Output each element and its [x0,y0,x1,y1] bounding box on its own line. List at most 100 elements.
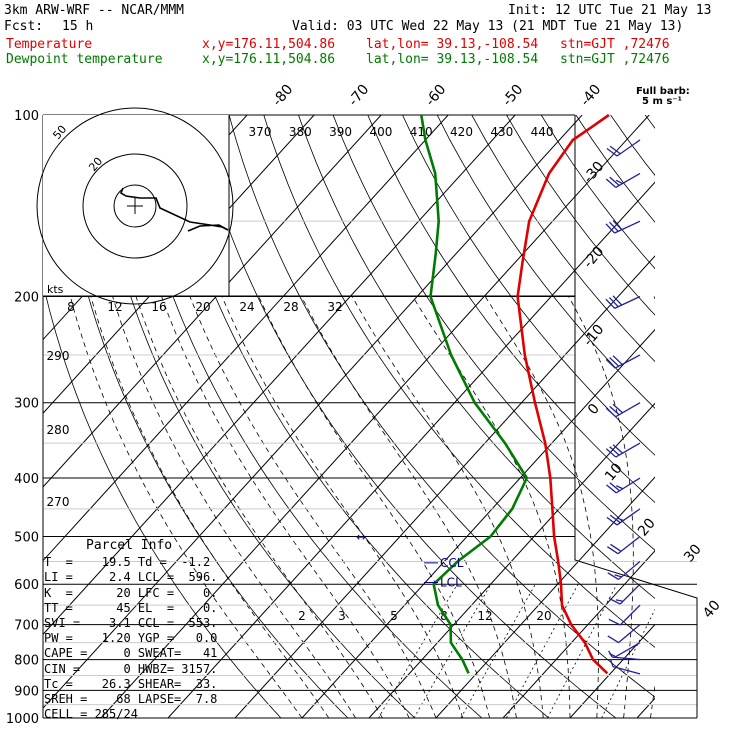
wind-barb-flag [606,484,617,494]
parcel-info-row: CELL = 285/24 [44,707,138,722]
dry-adiabat-line [644,115,655,129]
level-marker-label: CCL [440,556,464,570]
hodograph-ring-inner [113,184,157,228]
temperature-legend-station: stn=GJT ,72476 [560,37,670,52]
wind-barb-staff [618,624,641,644]
model-title: 3km ARW-WRF -- NCAR/MMM [4,3,185,18]
moist-adiabat-line [135,296,383,718]
wind-barb [608,642,641,658]
wind-barb-staff [615,642,641,658]
moist-adiabat-line [677,297,730,719]
pressure-tick-label: 500 [14,530,39,545]
theta-label: 430 [490,125,513,139]
wind-barb-flag [608,597,621,605]
hodograph-speed-tick: 12 [107,300,122,314]
hodograph-ring-outer [82,153,188,259]
parcel-info-row: LI = 2.4 LCL = 596. [44,570,218,585]
theta-label: 440 [531,125,554,139]
temperature-profile-line [516,113,610,675]
wind-barb [608,604,641,626]
wind-barb-staff [617,535,641,555]
hodograph-speed-tick: 16 [151,300,166,314]
wind-barb-staff [615,442,641,458]
mixing-ratio-line [378,583,458,718]
moist-adiabat-line [650,296,655,718]
hodograph-speed-tick: 8 [67,300,75,314]
dry-adiabat-line [367,115,655,503]
theta-label: 420 [450,125,473,139]
mixing-ratio-label: 5 [390,609,398,623]
temperature-legend-latlon: lat,lon= 39.13,-108.54 [366,37,539,52]
wind-barb-flag [605,448,617,458]
isotherm-line [704,115,740,718]
isotherm-line [43,115,449,562]
dewpoint-legend-station: stn=GJT ,72476 [560,52,670,67]
parcel-info-panel: Parcel Info T = 19.5 Td = -1.2 LI = 2.4 L… [44,538,232,722]
wind-barb-flag [605,407,617,418]
wind-barb [608,583,641,605]
wind-barb-staff [618,560,641,580]
pressure-tick-label: 700 [14,619,39,634]
temperature-tick-label: 0 [585,401,603,418]
moist-adiabat-line [161,296,410,718]
wind-barb-flag [609,145,621,155]
wind-barb-flag [607,546,619,555]
wind-barb-flag [615,599,624,602]
forecast-hours: 15 h [62,19,94,34]
dewpoint-legend-name: Dewpoint temperature [6,52,163,67]
hodograph-speed-tick: 32 [327,300,342,314]
isotherm-line [502,550,655,718]
pressure-tick-label: 600 [14,578,39,593]
isotherm-line [43,115,382,488]
dewpoint-legend-xy: x,y=176.11,504.86 [202,52,336,67]
wind-barb-flag [614,574,622,578]
parcel-info-row: CAPE = 0 SWEAT= 41 [44,646,218,661]
wind-barb-staff [619,604,641,626]
temperature-legend-xy: x,y=176.11,504.86 [202,37,336,52]
wind-barb [605,172,641,188]
wind-barb-flag [608,618,621,626]
pressure-tick-label: 100 [14,109,39,124]
theta-left-label: 270 [47,495,70,509]
wind-barb-staff [616,139,641,157]
temperature-legend-name: Temperature [6,37,93,52]
wind-barb-flag [605,358,616,369]
wind-barb-flag [616,517,624,522]
temperature-tick-label: -60 [422,82,449,110]
mixing-ratio-line [506,584,579,718]
temperature-tick-label: -70 [345,82,372,110]
temperature-tick-label: -20 [580,244,607,272]
isotherm-line [301,328,655,718]
temperature-tick-label: -40 [577,82,604,110]
temperature-tick-label: 40 [700,597,724,621]
wind-barb-flag [615,179,623,185]
wind-barb-flag [607,635,619,644]
wind-barb [607,535,641,555]
forecast-label: Fcst: [4,19,44,34]
pressure-tick-label: 300 [14,397,39,412]
wind-barb-flag [605,298,616,309]
temperature-tick-label: -30 [580,159,607,187]
wind-barb [605,442,641,458]
valid-time: Valid: 03 UTC Wed 22 May 13 (21 MDT Tue … [292,19,684,34]
wind-barb-staff [612,666,641,675]
wind-barb-staff [615,477,641,494]
wind-barb [606,139,641,157]
dewpoint-legend-latlon: lat,lon= 39.13,-108.54 [366,52,539,67]
wind-barb-flag [612,403,623,414]
parcel-info-row: K = 20 LFC = 0. [44,585,218,600]
wind-barb-flag [609,405,620,416]
isotherm-line [234,255,655,718]
full-barb-label: Full barb: [636,86,690,97]
dry-adiabat-line [540,115,655,270]
wind-barb-flag [609,297,619,308]
wind-barb-flag [607,572,619,580]
wind-barb [607,560,641,580]
dry-adiabat-line [575,115,655,223]
level-marker-label: LCL [440,575,462,589]
isotherm-line [167,181,655,718]
theta-left-label: 280 [47,423,70,437]
pressure-tick-label: 1000 [6,712,39,727]
wind-barb-flag [612,220,623,231]
